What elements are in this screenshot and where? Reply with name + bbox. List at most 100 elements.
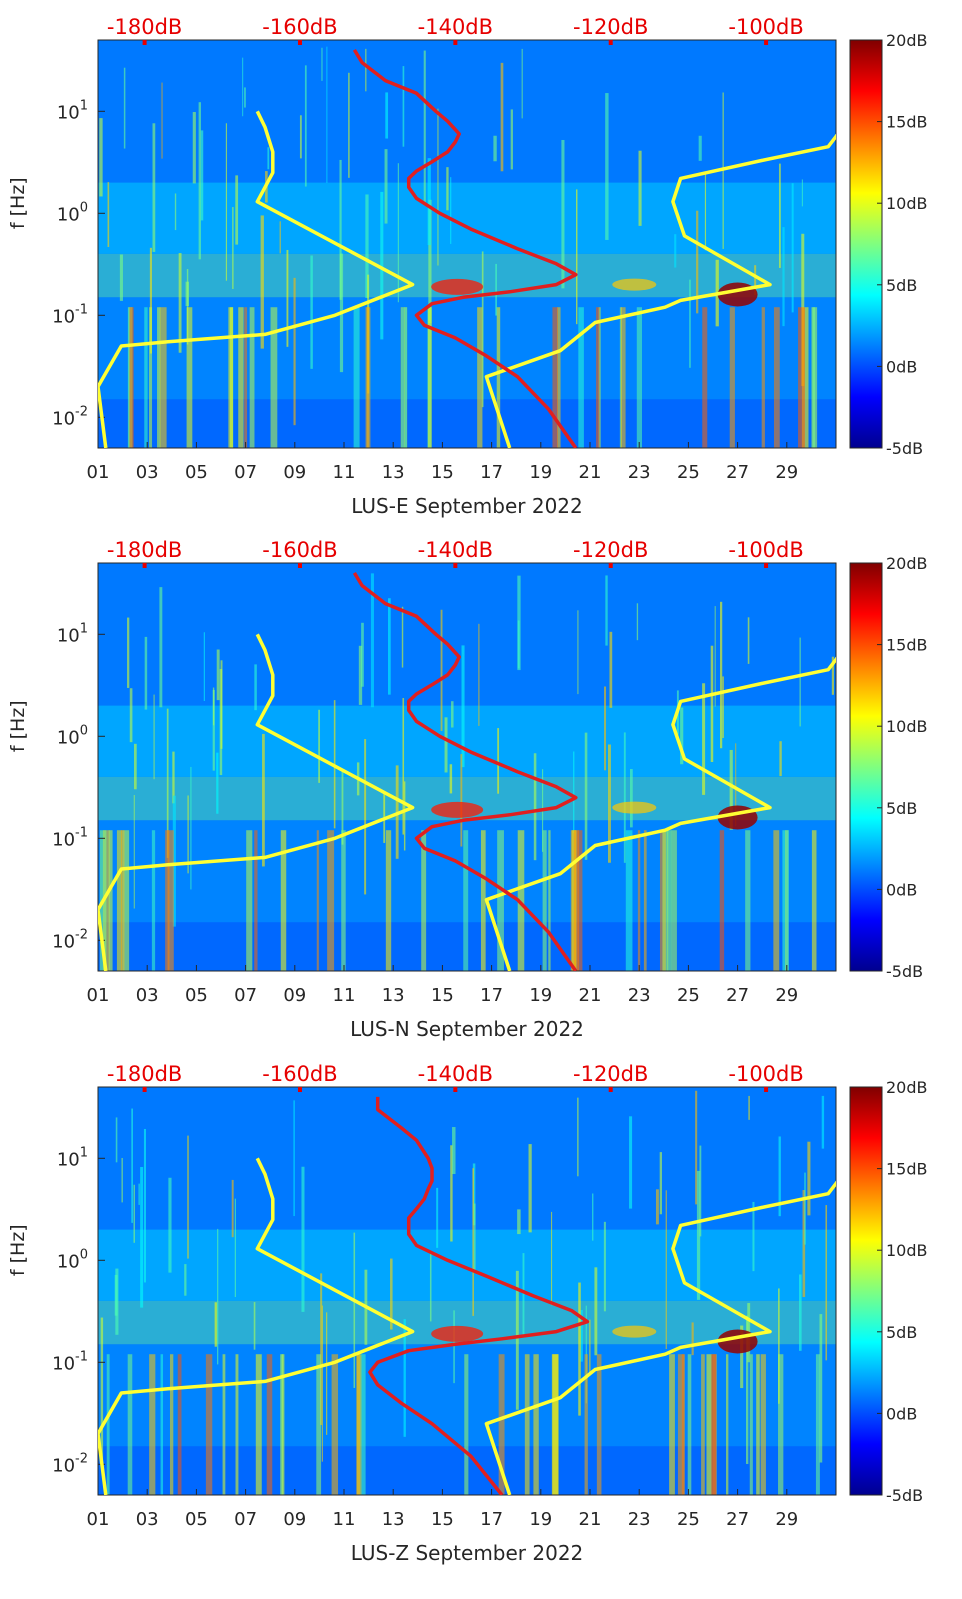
x-axis-label: LUS-Z September 2022 [351, 1541, 584, 1565]
top-db-tick-label: -140dB [418, 15, 493, 39]
colorbar-tick-label: 10dB [886, 194, 928, 213]
y-axis-label: f [Hz] [7, 700, 29, 752]
colorbar-gradient [849, 562, 883, 972]
y-tick-label: 10-1 [52, 1349, 88, 1374]
plot-frame [97, 39, 837, 449]
noise-model-curve [98, 633, 415, 971]
x-tick-label: 19 [529, 985, 552, 1006]
colorbar-tick-label: 0dB [886, 880, 917, 899]
colorbar-tick-label: 5dB [886, 799, 917, 818]
x-tick-label: 05 [185, 1509, 208, 1530]
plot-frame [97, 562, 837, 972]
colorbar-tick-label: 10dB [886, 717, 928, 736]
colorbar-tick-label: 0dB [886, 357, 917, 376]
x-axis-label: LUS-N September 2022 [350, 1017, 584, 1041]
x-tick-label: 13 [382, 985, 405, 1006]
x-tick-label: 25 [677, 462, 700, 483]
x-tick-label: 09 [283, 1509, 306, 1530]
spectrogram-image [98, 563, 836, 971]
colorbar-tick-label: 5dB [886, 1323, 917, 1342]
top-db-tick-label: -100dB [728, 15, 803, 39]
y-tick-label: 101 [57, 621, 88, 646]
x-tick-label: 29 [775, 1509, 798, 1530]
colorbar-tick-label: 15dB [886, 1160, 928, 1179]
top-tick-mark [608, 40, 613, 45]
x-tick-label: 23 [628, 985, 651, 1006]
colorbar-tick-label: 0dB [886, 1404, 917, 1423]
top-db-tick-label: -180dB [107, 538, 182, 562]
x-tick-label: 03 [136, 1509, 159, 1530]
top-db-tick-label: -180dB [107, 15, 182, 39]
x-tick-label: 23 [628, 462, 651, 483]
y-tick-label: 101 [57, 1145, 88, 1170]
x-tick-label: 01 [87, 985, 110, 1006]
y-tick-label: 10-2 [52, 404, 88, 429]
top-db-tick-label: -180dB [107, 1062, 182, 1086]
top-tick-mark [142, 563, 147, 568]
top-tick-mark [764, 40, 769, 45]
x-tick-label: 13 [382, 462, 405, 483]
x-tick-label: 21 [579, 1509, 602, 1530]
x-tick-label: 19 [529, 462, 552, 483]
colorbar-tick-label: 15dB [886, 636, 928, 655]
x-tick-label: 01 [87, 462, 110, 483]
colorbar-gradient [849, 39, 883, 449]
top-db-tick-label: -160dB [262, 1062, 337, 1086]
colorbar-tick-label: 20dB [886, 554, 928, 573]
x-tick-label: 03 [136, 985, 159, 1006]
top-tick-mark [764, 563, 769, 568]
colorbar-tick-label: -5dB [886, 962, 923, 981]
top-tick-mark [608, 563, 613, 568]
x-tick-label: 13 [382, 1509, 405, 1530]
x-tick-label: 05 [185, 462, 208, 483]
x-tick-label: 17 [480, 462, 503, 483]
x-tick-label: 11 [333, 1509, 356, 1530]
station-noise-curve [352, 48, 578, 448]
x-tick-label: 29 [775, 462, 798, 483]
x-tick-label: 15 [431, 985, 454, 1006]
x-tick-label: 01 [87, 1509, 110, 1530]
top-db-tick-label: -100dB [728, 538, 803, 562]
top-tick-mark [297, 40, 302, 45]
x-tick-label: 27 [726, 462, 749, 483]
top-tick-mark [142, 40, 147, 45]
x-tick-label: 21 [579, 462, 602, 483]
top-db-tick-label: -140dB [418, 1062, 493, 1086]
spectrogram-image [98, 1087, 836, 1495]
colorbar: 20dB 15dB 10dB 5dB 0dB -5dB [849, 1078, 928, 1505]
x-tick-label: 23 [628, 1509, 651, 1530]
top-db-tick-label: -160dB [262, 15, 337, 39]
top-tick-mark [297, 563, 302, 568]
x-tick-label: 09 [283, 985, 306, 1006]
panel-east: 01 03 05 07 09 11 13 15 17 19 21 23 25 27 29 LUS-E Sept… [7, 15, 928, 518]
noise-model-curve [98, 110, 415, 448]
y-axis-label: f [Hz] [7, 1224, 29, 1276]
y-tick-label: 101 [57, 98, 88, 123]
x-tick-label: 25 [677, 985, 700, 1006]
y-tick-label: 10-2 [52, 1451, 88, 1476]
x-tick-label: 27 [726, 1509, 749, 1530]
x-tick-label: 07 [234, 462, 257, 483]
colorbar-tick-label: 10dB [886, 1241, 928, 1260]
top-tick-mark [453, 563, 458, 568]
y-tick-label: 10-1 [52, 825, 88, 850]
x-axis-label: LUS-E September 2022 [351, 494, 583, 518]
x-tick-label: 03 [136, 462, 159, 483]
colorbar-tick-label: -5dB [886, 439, 923, 458]
station-noise-curve [368, 1096, 590, 1495]
station-noise-curve [352, 571, 578, 971]
x-tick-label: 29 [775, 985, 798, 1006]
top-db-tick-label: -160dB [262, 538, 337, 562]
x-tick-label: 27 [726, 985, 749, 1006]
colorbar-tick-label: 20dB [886, 1078, 928, 1097]
x-tick-label: 07 [234, 985, 257, 1006]
colorbar-tick-label: -5dB [886, 1486, 923, 1505]
x-tick-label: 05 [185, 985, 208, 1006]
y-tick-label: 100 [57, 200, 88, 225]
x-tick-label: 07 [234, 1509, 257, 1530]
colorbar: 20dB 15dB 10dB 5dB 0dB -5dB [849, 554, 928, 981]
panel-vertical: 01 03 05 07 09 11 13 15 17 19 21 23 25 27 29 LUS-Z Sept… [7, 1062, 928, 1565]
x-tick-label: 11 [333, 985, 356, 1006]
top-tick-mark [297, 1087, 302, 1092]
noise-model-curve [484, 656, 836, 971]
